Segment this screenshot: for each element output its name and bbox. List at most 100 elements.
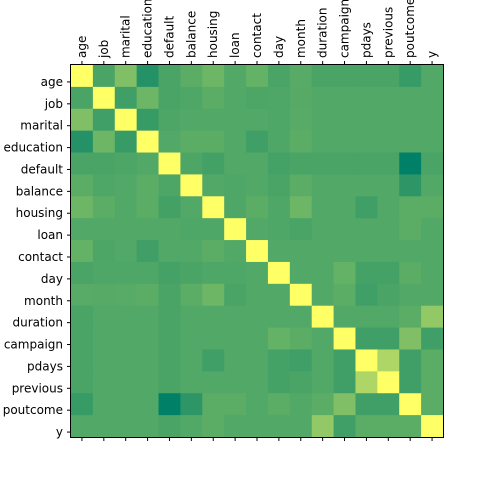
heatmap-cell-housing-contact (246, 196, 269, 219)
heatmap-cell-loan-education (136, 218, 160, 241)
y-tick-label-loan: loan (37, 228, 63, 242)
heatmap-cell-age-y (421, 65, 444, 88)
heatmap-cell-pdays-job (92, 349, 116, 372)
x-tick-label-pdays: pdays (359, 22, 373, 58)
heatmap-cell-balance-duration (311, 174, 335, 197)
x-tick-label-contact: contact (250, 13, 264, 58)
heatmap-cell-marital-day (267, 108, 291, 132)
heatmap-cell-education-previous (377, 130, 400, 154)
heatmap-cell-campaign-balance (180, 327, 203, 351)
y-tick-label-balance: balance (16, 184, 63, 198)
heatmap-cell-balance-campaign (333, 174, 357, 197)
heatmap-cell-previous-job (92, 371, 116, 394)
heatmap-cell-poutcome-campaign (333, 393, 357, 416)
heatmap-cell-age-month (289, 65, 313, 88)
heatmap-cell-month-marital (114, 283, 138, 307)
heatmap-cell-marital-education (136, 108, 160, 132)
heatmap-cell-job-campaign (333, 86, 357, 110)
heatmap-cell-y-pdays (355, 415, 378, 438)
heatmap-cell-campaign-housing (202, 327, 225, 351)
heatmap-cell-balance-month (289, 174, 313, 197)
heatmap-cell-duration-job (92, 305, 116, 329)
heatmap-cell-balance-poutcome (399, 174, 422, 197)
heatmap-cell-education-job (92, 130, 116, 154)
x-tick-label-campaign: campaign (338, 0, 352, 58)
heatmap-cell-marital-default (158, 108, 182, 132)
heatmap-cell-education-balance (180, 130, 203, 154)
heatmap-cell-campaign-duration (311, 327, 335, 351)
heatmap-cell-pdays-balance (180, 349, 203, 372)
heatmap-cell-marital-month (289, 108, 313, 132)
x-tick-label-loan: loan (228, 32, 242, 58)
x-tick-label-day: day (272, 36, 286, 58)
heatmap-cell-previous-default (158, 371, 182, 394)
heatmap-cell-y-contact (246, 415, 269, 438)
heatmap-cell-duration-education (136, 305, 160, 329)
heatmap-cell-poutcome-previous (377, 393, 400, 416)
heatmap-cell-poutcome-month (289, 393, 313, 416)
heatmap-cell-y-balance (180, 415, 203, 438)
heatmap-cell-month-duration (311, 283, 335, 307)
heatmap-cell-housing-marital (114, 196, 138, 219)
heatmap-cell-loan-housing (202, 218, 225, 241)
heatmap-cell-duration-day (267, 305, 291, 329)
heatmap-cell-education-campaign (333, 130, 357, 154)
heatmap-cell-job-pdays (355, 86, 378, 110)
heatmap-cell-loan-campaign (333, 218, 357, 241)
x-tick-label-housing: housing (206, 11, 220, 58)
x-tick-label-y: y (425, 51, 439, 58)
heatmap-cell-pdays-loan (224, 349, 247, 372)
x-tick-label-duration: duration (316, 8, 330, 59)
y-tick-label-day: day (41, 272, 63, 286)
heatmap-cell-poutcome-y (421, 393, 444, 416)
heatmap-cell-duration-balance (180, 305, 203, 329)
heatmap-cell-month-age (71, 283, 94, 307)
heatmap-cell-month-education (136, 283, 160, 307)
heatmap-cell-contact-balance (180, 240, 203, 263)
heatmap-cell-pdays-education (136, 349, 160, 372)
heatmap-cell-pdays-campaign (333, 349, 357, 372)
heatmap-cell-previous-pdays (355, 371, 378, 394)
heatmap-cell-loan-poutcome (399, 218, 422, 241)
heatmap-cell-balance-default (158, 174, 182, 197)
heatmap-cell-housing-previous (377, 196, 400, 219)
heatmap-cell-poutcome-housing (202, 393, 225, 416)
heatmap-cell-marital-marital (114, 108, 138, 132)
axis-ticks (67, 61, 433, 441)
heatmap-cell-contact-y (421, 240, 444, 263)
heatmap-cell-education-month (289, 130, 313, 154)
heatmap-cell-education-housing (202, 130, 225, 154)
y-tick-label-job: job (44, 97, 63, 111)
heatmap-cell-job-housing (202, 86, 225, 110)
heatmap-cell-marital-loan (224, 108, 247, 132)
heatmap-cell-previous-duration (311, 371, 335, 394)
heatmap-cell-age-marital (114, 65, 138, 88)
heatmap-cell-month-balance (180, 283, 203, 307)
heatmap-cell-housing-default (158, 196, 182, 219)
heatmap-cell-duration-previous (377, 305, 400, 329)
heatmap-cell-marital-age (71, 108, 94, 132)
heatmap-cell-default-loan (224, 152, 247, 176)
heatmap-cell-marital-contact (246, 108, 269, 132)
heatmap-cell-balance-education (136, 174, 160, 197)
heatmap-cell-poutcome-poutcome (399, 393, 422, 416)
y-tick-label-age: age (41, 75, 63, 89)
heatmap-cell-housing-loan (224, 196, 247, 219)
y-tick-label-pdays: pdays (27, 359, 63, 373)
y-tick-label-campaign: campaign (4, 338, 63, 352)
heatmap-cell-pdays-housing (202, 349, 225, 372)
heatmap-cell-housing-housing (202, 196, 225, 219)
heatmap-cell-loan-day (267, 218, 291, 241)
heatmap-cell-previous-education (136, 371, 160, 394)
heatmap-cell-y-poutcome (399, 415, 422, 438)
heatmap-cell-age-campaign (333, 65, 357, 88)
heatmap-cell-day-loan (224, 261, 247, 285)
heatmap-cell-y-job (92, 415, 116, 438)
heatmap-cell-loan-default (158, 218, 182, 241)
heatmap-cells (71, 65, 444, 438)
heatmap-cell-contact-job (92, 240, 116, 263)
heatmap-cell-campaign-default (158, 327, 182, 351)
y-tick-label-default: default (21, 162, 64, 176)
heatmap-cell-marital-job (92, 108, 116, 132)
heatmap-cell-housing-age (71, 196, 94, 219)
